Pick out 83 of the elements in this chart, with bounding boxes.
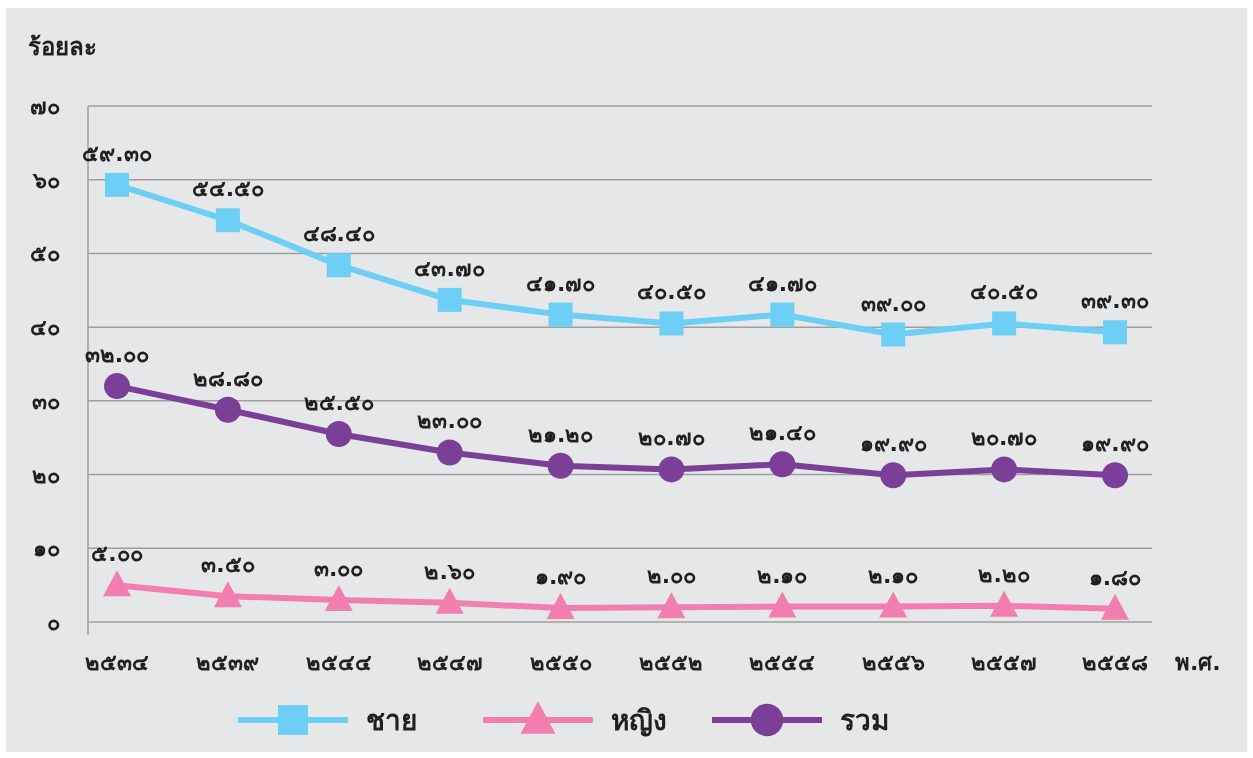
point: [992, 311, 1017, 336]
data-label: ๒๐.๗๐: [970, 425, 1038, 451]
data-label: ๔๐.๕๐: [969, 279, 1039, 305]
data-label: ๓.๕๐: [201, 552, 255, 578]
point: [658, 456, 685, 483]
data-label: ๒๑.๔๐: [748, 420, 817, 446]
data-label: ๔๘.๔๐: [302, 221, 375, 247]
point: [436, 439, 463, 466]
data-label: ๒.๑๐: [757, 562, 808, 588]
y-tick-label: ๒๐: [32, 462, 60, 488]
x-tick-label: ๒๕๕๒: [639, 650, 704, 675]
point: [990, 590, 1019, 617]
point: [1103, 320, 1127, 345]
point: [213, 581, 242, 608]
data-label: ๑๙.๙๐: [859, 431, 927, 457]
legend-label: รวม: [840, 704, 889, 737]
point: [769, 451, 796, 478]
data-label: ๒๐.๗๐: [638, 425, 705, 451]
y-tick-label: ๗๐: [30, 94, 60, 119]
x-tick-label: ๒๕๕๗: [971, 650, 1038, 675]
data-label: ๑๙.๙๐: [1081, 431, 1149, 457]
point: [659, 311, 684, 336]
data-label: ๒๑.๒๐: [527, 421, 594, 447]
point: [214, 396, 241, 423]
data-label: ๔๐.๕๐: [637, 279, 706, 305]
data-label: ๔๓.๗๐: [414, 255, 485, 281]
point: [548, 302, 573, 327]
data-label: ๓.๐๐: [314, 555, 364, 581]
data-label: ๒.๐๐: [646, 563, 697, 589]
x-tick-label: ๒๕๕๖: [861, 650, 925, 675]
point: [879, 591, 908, 618]
data-label: ๒.๑๐: [868, 562, 919, 588]
y-tick-label: ๕๐: [30, 241, 60, 267]
data-label: ๑.๙๐: [534, 563, 587, 589]
point: [325, 421, 352, 448]
y-tick-label: ๑๐: [33, 536, 60, 562]
data-label: ๒.๖๐: [424, 558, 475, 584]
x-axis-title: พ.ศ.: [1175, 650, 1221, 675]
point: [435, 587, 464, 614]
point: [770, 302, 795, 327]
data-label: ๔๑.๗๐: [747, 270, 818, 296]
x-tick-label: ๒๕๕๔: [749, 650, 816, 675]
data-label: ๒๕.๕๐: [303, 390, 374, 416]
point: [1102, 462, 1128, 489]
data-label: ๒๓.๐๐: [417, 408, 482, 434]
legend-label: ชาย: [366, 704, 417, 737]
data-label: ๕.๐๐: [91, 541, 143, 567]
y-tick-label: ๓๐: [32, 388, 60, 414]
point: [657, 592, 686, 619]
x-tick-label: ๒๕๕๘: [1082, 650, 1148, 675]
point: [546, 592, 575, 619]
point: [991, 456, 1018, 483]
x-tick-label: ๒๕๕๐: [529, 650, 592, 675]
data-label: ๓๙.๓๐: [1081, 288, 1149, 314]
data-label: ๔๑.๗๐: [525, 270, 596, 296]
point: [215, 208, 240, 233]
point: [547, 452, 574, 479]
point: [880, 462, 907, 489]
point: [104, 373, 130, 400]
point: [881, 322, 906, 347]
x-tick-label: ๒๕๔๔: [305, 650, 372, 675]
data-label: ๕๙.๓๐: [82, 140, 152, 166]
point: [1101, 593, 1129, 620]
data-label: ๑.๘๐: [1088, 564, 1142, 590]
point: [768, 591, 797, 618]
y-tick-label: ๐: [47, 610, 60, 635]
point: [324, 584, 353, 611]
point: [437, 287, 462, 312]
data-label: ๒๘.๘๐: [192, 365, 264, 391]
y-tick-label: ๔๐: [30, 315, 60, 341]
data-label: ๓๒.๐๐: [84, 342, 150, 368]
x-tick-label: ๒๕๔๗: [416, 650, 483, 675]
point: [326, 253, 351, 278]
y-tick-label: ๖๐: [32, 167, 60, 193]
legend-label: หญิง: [611, 704, 667, 737]
data-label: ๓๙.๐๐: [860, 290, 926, 316]
data-label: ๒.๒๐: [978, 561, 1030, 587]
point: [105, 172, 129, 197]
x-tick-label: ๒๕๓๙: [196, 650, 260, 675]
data-label: ๕๔.๕๐: [191, 176, 265, 202]
x-tick-label: ๒๕๓๔: [85, 650, 149, 675]
y-axis-title: ร้อยละ: [28, 33, 97, 61]
point: [103, 570, 131, 597]
